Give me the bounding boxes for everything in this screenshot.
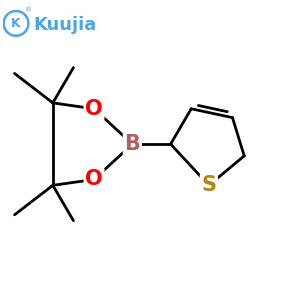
Text: S: S [201,175,216,195]
Text: ®: ® [26,8,32,14]
Text: O: O [85,169,103,189]
Text: Kuujia: Kuujia [34,16,97,34]
Text: O: O [85,99,103,119]
Text: B: B [124,134,140,154]
Text: K: K [11,17,21,30]
